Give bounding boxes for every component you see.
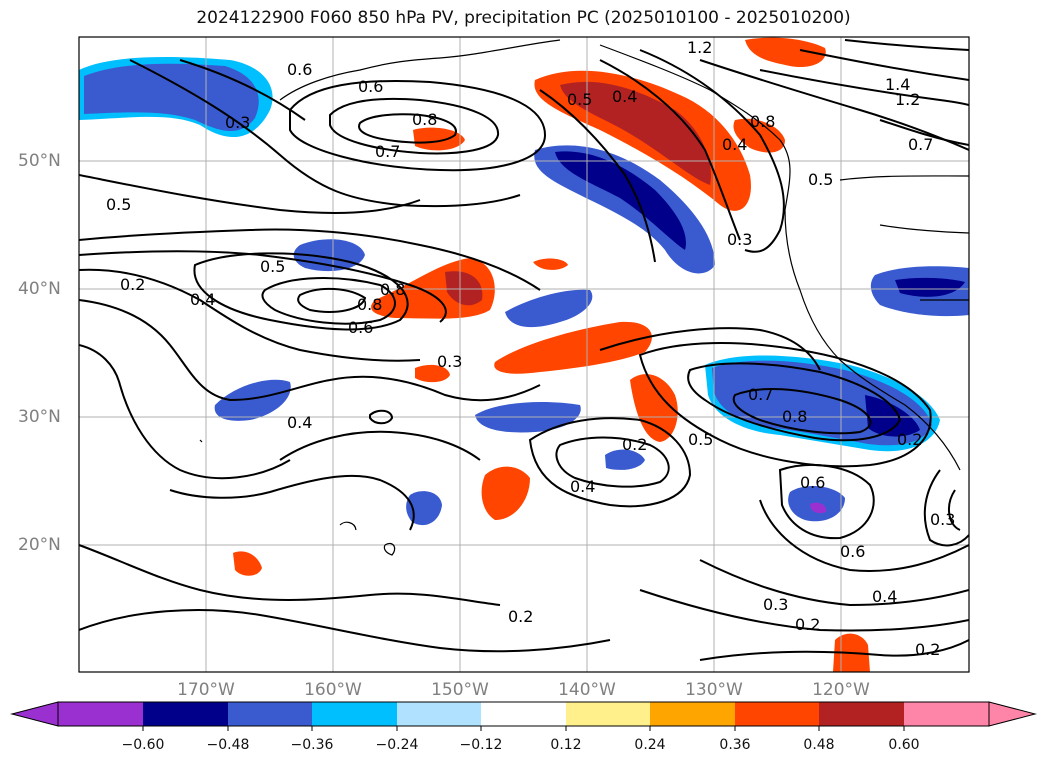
colorbar-tick: 0.48 [803, 737, 835, 753]
contour-label: 0.2 [915, 640, 940, 659]
colorbar-tick: −0.48 [206, 737, 250, 753]
contour-label: 0.8 [782, 407, 807, 426]
map-title: 2024122900 F060 850 hPa PV, precipitatio… [196, 8, 851, 28]
colorbar-segment [735, 702, 819, 726]
colorbar-segment [904, 702, 989, 726]
lat-label-30n: 30°N [18, 407, 61, 427]
contour-label: 0.2 [795, 615, 820, 634]
contour-label: 0.5 [688, 430, 713, 449]
colorbar-extend-max [988, 701, 1037, 727]
contour-label: 0.8 [380, 280, 405, 299]
contour-label: 0.4 [872, 587, 897, 606]
colorbar-tick: 0.12 [550, 737, 582, 753]
contour-label: 0.4 [722, 135, 747, 154]
lat-label-50n: 50°N [18, 151, 61, 171]
colorbar-segment [819, 702, 904, 726]
colorbar-segment [397, 702, 481, 726]
contour-label: 1.2 [687, 38, 712, 57]
contour-label: 1.2 [895, 90, 920, 109]
contour-label: 0.3 [437, 352, 462, 371]
lon-label-120w: 120°W [812, 680, 870, 700]
contour-label: 0.5 [260, 257, 285, 276]
colorbar-extend-min [10, 701, 59, 727]
colorbar-segment [566, 702, 650, 726]
lon-label-130w: 130°W [685, 680, 743, 700]
contour-label: 0.3 [225, 113, 250, 132]
contour-label: 0.7 [748, 385, 773, 404]
contour-label: 0.8 [357, 295, 382, 314]
contour-label: 0.2 [622, 435, 647, 454]
colorbar-tick: 0.36 [719, 737, 751, 753]
colorbar-segment [312, 702, 397, 726]
map-frame [78, 36, 970, 673]
colorbar-tick: 0.24 [634, 737, 666, 753]
contour-label: 0.2 [897, 430, 922, 449]
coastlines [199, 39, 969, 556]
precip-shading [79, 37, 969, 672]
contour-label: 0.6 [840, 542, 865, 561]
colorbar-tick: −0.12 [459, 737, 503, 753]
contour-labels: 0.6 0.6 0.3 0.8 0.7 0.5 0.4 1.2 1.4 1.2 … [106, 38, 955, 659]
colorbar-segment [650, 702, 735, 726]
colorbar-segment [228, 702, 312, 726]
contour-label: 0.4 [287, 413, 312, 432]
contour-label: 0.5 [106, 195, 131, 214]
contour-label: 0.6 [800, 473, 825, 492]
colorbar-frame [57, 701, 990, 727]
map-plot: 0.6 0.6 0.3 0.8 0.7 0.5 0.4 1.2 1.4 1.2 … [78, 36, 970, 673]
contour-label: 0.2 [120, 275, 145, 294]
lon-label-150w: 150°W [431, 680, 489, 700]
lat-label-20n: 20°N [18, 535, 61, 555]
contour-label: 0.7 [908, 135, 933, 154]
contour-label: 0.4 [570, 477, 595, 496]
contour-label: 1.4 [885, 75, 910, 94]
contour-label: 0.6 [287, 60, 312, 79]
lon-label-160w: 160°W [304, 680, 362, 700]
contour-label: 0.6 [358, 77, 383, 96]
colorbar-tick: −0.24 [375, 737, 419, 753]
contour-label: 0.7 [375, 142, 400, 161]
colorbar-segment [58, 702, 143, 726]
colorbar-tick: −0.36 [290, 737, 334, 753]
contour-label: 0.4 [612, 87, 637, 106]
contour-label: 0.2 [508, 607, 533, 626]
contour-label: 0.5 [808, 170, 833, 189]
lon-label-170w: 170°W [177, 680, 235, 700]
colorbar-segment [143, 702, 228, 726]
contour-label: 0.4 [190, 290, 215, 309]
lon-label-140w: 140°W [558, 680, 616, 700]
contour-label: 0.8 [750, 112, 775, 131]
contour-label: 0.3 [727, 230, 752, 249]
contour-label: 0.3 [763, 595, 788, 614]
contour-label: 0.5 [567, 90, 592, 109]
contour-label: 0.8 [412, 110, 437, 129]
colorbar-segment [481, 702, 566, 726]
contour-label: 0.6 [348, 318, 373, 337]
pv-contours [79, 39, 969, 661]
colorbar-tick: 0.60 [888, 737, 920, 753]
colorbar-tick: −0.60 [121, 737, 165, 753]
lat-label-40n: 40°N [18, 279, 61, 299]
contour-label: 0.3 [930, 510, 955, 529]
